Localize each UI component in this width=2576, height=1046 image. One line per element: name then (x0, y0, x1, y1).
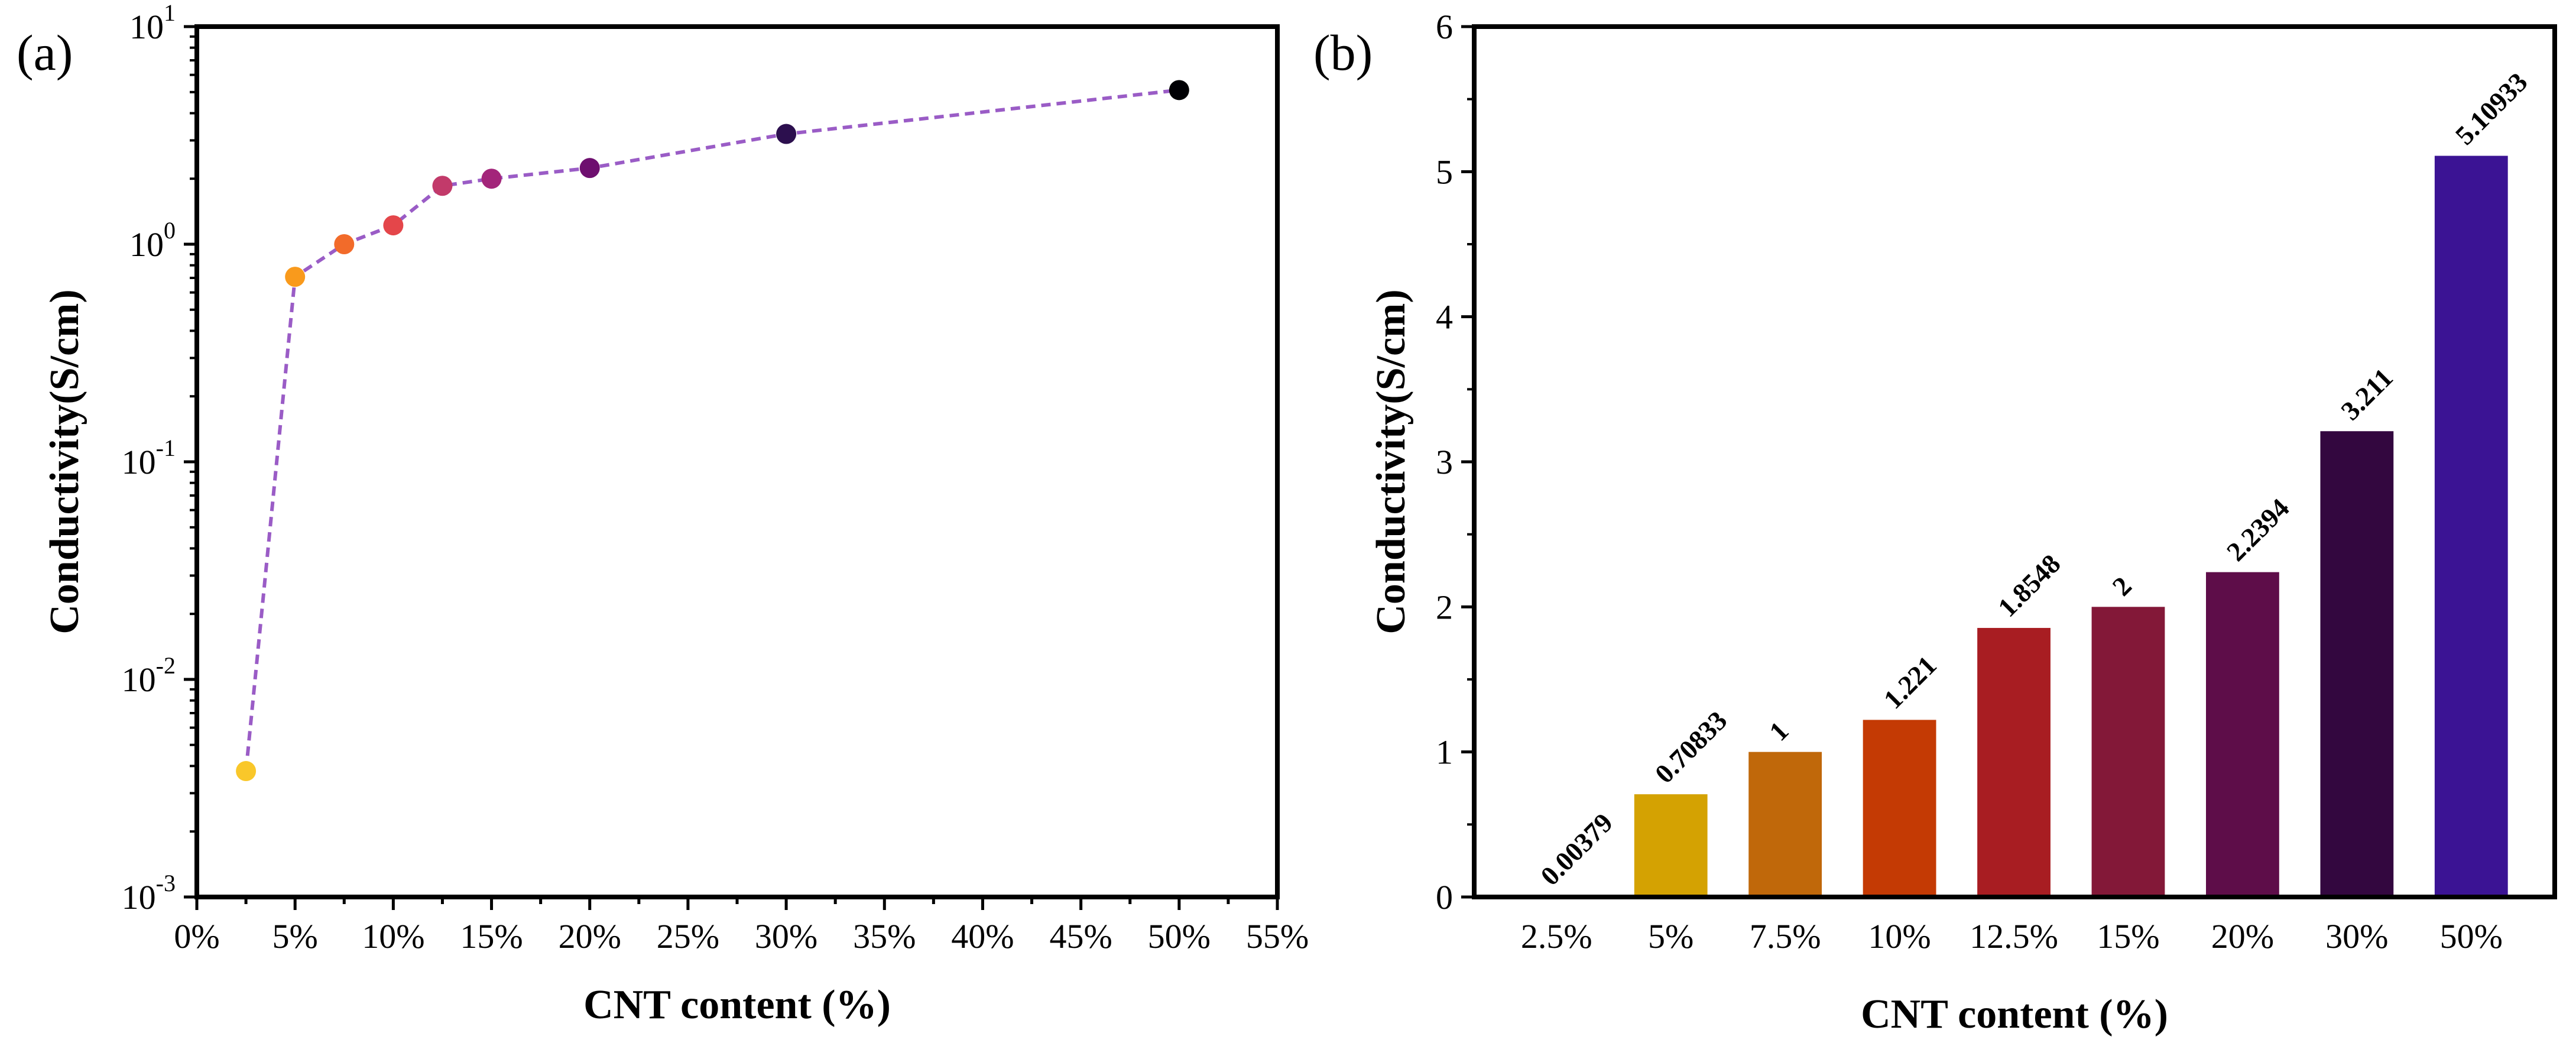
panel-a-x-tick-label: 10% (362, 917, 424, 956)
panel-a-y-axis-title: Conductivity(S/cm) (42, 289, 87, 634)
panel-a-x-tick-label: 15% (460, 917, 523, 956)
panel-b-value-label: 0.70833 (1649, 705, 1733, 789)
panel-a-x-tick-label: 30% (755, 917, 817, 956)
panel-a-frame (194, 24, 1280, 899)
panel-b-y-tick-label: 0 (1436, 878, 1453, 917)
panel-a-data-point (481, 169, 502, 189)
panel-a-x-tick-label: 35% (853, 917, 916, 956)
panel-b-bar (2434, 156, 2508, 898)
panel-b-value-label: 2 (2106, 571, 2137, 601)
panel-b-x-tick-label: 2.5% (1521, 917, 1592, 956)
panel-b-frame (1472, 24, 2557, 899)
panel-b-value-label: 3.211 (2335, 362, 2398, 426)
panel-a-y-tick-label: 10-2 (122, 652, 176, 699)
panel-a-data-point (383, 215, 404, 236)
panel-b-bars (1520, 156, 2508, 898)
panel-a-x-tick-label: 55% (1246, 917, 1309, 956)
panel-b-y-tick-label: 1 (1436, 733, 1453, 772)
panel-b-y-axis-title: Conductivity(S/cm) (1368, 289, 1414, 634)
panel-b-y-tick-label: 2 (1436, 588, 1453, 626)
panel-b-bar (1634, 794, 1708, 897)
panel-a-data-point (334, 234, 355, 254)
panel-b-x-tick-label: 7.5% (1750, 917, 1821, 956)
panel-a-series-line (244, 88, 1180, 772)
panel-b-y-tick-label: 5 (1436, 153, 1453, 191)
panel-b-value-label: 1.8548 (1992, 549, 2066, 623)
panel-b-value-label: 1.221 (1878, 650, 1942, 714)
panel-a-label: (a) (17, 24, 73, 81)
panel-b-x-axis-title: CNT content (%) (1861, 992, 2168, 1037)
panel-a-y-tick-label: 10-1 (122, 435, 176, 481)
panel-b-bar (2091, 607, 2165, 897)
panel-b-y-tick-label: 6 (1436, 8, 1453, 46)
panel-b-value-label: 5.10933 (2450, 67, 2533, 151)
panel-a-y-tick-label: 100 (129, 217, 176, 264)
panel-a-x-tick-label: 0% (174, 917, 219, 956)
panel-b-x-tick-label: 5% (1648, 917, 1693, 956)
panel-b-bar (2320, 431, 2394, 897)
panel-b-y-tick-label: 4 (1436, 298, 1453, 336)
panel-b-bar-chart: (b) 0.00379 0.70833 1 1.221 1.8548 2 2.2394 3.2… (1313, 8, 2557, 1037)
panel-b-label: (b) (1313, 24, 1373, 81)
panel-a-x-axis-title: CNT content (%) (583, 982, 891, 1028)
panel-b-x-tick-label: 20% (2211, 917, 2274, 956)
panel-a-x-tick-label: 50% (1148, 917, 1211, 956)
panel-b-bar (1748, 752, 1822, 897)
panel-a-data-point (236, 761, 257, 782)
panel-a-log-scatter: (a) 0% 5% 10% 15% 20% 25% 30% 35% 40% 45% 50% 55% 10… (17, 0, 1309, 1028)
panel-a-data-point (579, 158, 600, 179)
panel-a-x-tick-label: 5% (272, 917, 318, 956)
panel-b-axes: 0 1 2 3 4 5 6 2.5% 5% 7.5% 10% 12.5% 15% 20% 30% 50% (1436, 8, 2503, 956)
panel-b-y-tick-label: 3 (1436, 443, 1453, 481)
panel-b-value-label: 2.2394 (2221, 493, 2295, 567)
panel-a-series (236, 80, 1189, 782)
panel-a-data-point (432, 176, 453, 196)
panel-a-y-tick-label: 101 (129, 0, 176, 46)
panel-a-axes: 0% 5% 10% 15% 20% 25% 30% 35% 40% 45% 50% 55% 10-3 10… (122, 0, 1309, 956)
panel-a-y-tick-label: 10-3 (122, 870, 176, 917)
panel-b-x-tick-label: 50% (2440, 917, 2503, 956)
panel-a-x-tick-label: 20% (559, 917, 621, 956)
panel-b-value-label: 0.00379 (1534, 807, 1618, 891)
panel-a-x-tick-label: 40% (951, 917, 1014, 956)
panel-b-x-tick-label: 12.5% (1970, 917, 2058, 956)
panel-a-data-point (1169, 80, 1189, 101)
panel-a-x-tick-label: 25% (657, 917, 719, 956)
panel-a-data-point (776, 124, 797, 144)
panel-b-bar (1863, 720, 1936, 897)
panel-b-value-label: 1 (1763, 715, 1794, 746)
panel-a-x-tick-label: 45% (1049, 917, 1112, 956)
panel-b-x-tick-label: 10% (1868, 917, 1931, 956)
panel-b-bar (2206, 572, 2279, 897)
panel-b-bar (1977, 627, 2051, 897)
panel-b-x-tick-label: 15% (2097, 917, 2159, 956)
panel-a-data-point (285, 267, 306, 287)
panel-b-x-tick-label: 30% (2325, 917, 2388, 956)
